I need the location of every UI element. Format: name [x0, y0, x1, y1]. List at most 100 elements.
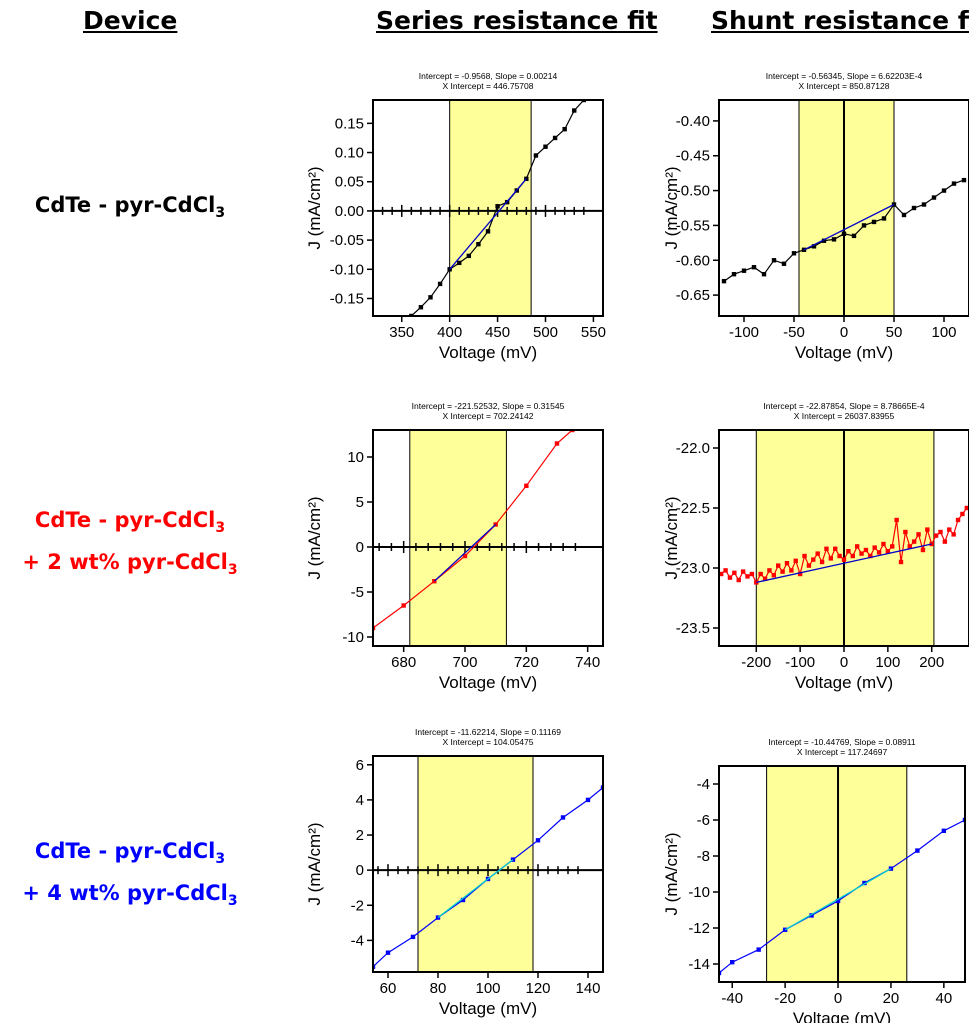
chart-2-point-10 — [821, 238, 827, 243]
chart-2-fit-text-2: X Intercept = 850.87128 — [799, 81, 890, 91]
chart-2-data-group — [721, 177, 967, 284]
chart-2-ytick-label: -0.65 — [676, 287, 710, 304]
chart-4-point-23 — [819, 559, 825, 565]
chart-2-point-18 — [901, 212, 907, 218]
chart-1-xtick-label: 450 — [485, 324, 510, 341]
chart-3-xtick-label: 700 — [452, 654, 477, 671]
device-label-1: CdTe - pyr-CdCl3 — [0, 188, 260, 230]
chart-1-ytick-label: -0.10 — [330, 261, 364, 278]
device-label-2-line2: + 2 wt% pyr-CdCl3 — [22, 550, 238, 579]
chart-4-point-4 — [736, 577, 741, 583]
chart-2-point-6 — [781, 261, 787, 266]
chart-4-point-49 — [933, 533, 939, 538]
chart-1-point-7 — [476, 241, 481, 247]
chart-3-point-1 — [401, 603, 406, 608]
chart-3-xtick-label: 740 — [575, 654, 600, 671]
chart-4-point-19 — [802, 553, 807, 559]
chart-2-xtick-label: -100 — [729, 324, 759, 341]
chart-6-ytick-label: -6 — [697, 812, 710, 829]
chart-1-ytick-label: 0.10 — [335, 145, 364, 162]
chart-4-ytick-label: -22.0 — [676, 440, 710, 457]
chart-5-point-4 — [460, 897, 466, 903]
chart-1-point-13 — [533, 153, 539, 158]
chart-4-xlabel: Voltage (mV) — [795, 673, 893, 692]
chart-6-xtick-label: 20 — [883, 990, 900, 1007]
chart-4-point-15 — [784, 561, 790, 566]
chart-5-xtick-label: 60 — [380, 980, 397, 997]
chart-2-point-4 — [761, 271, 767, 277]
chart-6-ytick-label: -14 — [688, 956, 710, 973]
chart-5-point-9 — [585, 797, 591, 803]
chart-4-point-36 — [876, 550, 882, 555]
chart-6-ytick-label: -8 — [697, 848, 710, 865]
chart-4-point-31 — [854, 544, 860, 549]
chart-4-point-22 — [815, 551, 820, 556]
chart-2-point-16 — [881, 216, 887, 221]
chart-3-ylabel: J (mA/cm²) — [305, 496, 324, 579]
chart-3-fit-text-2: X Intercept = 702.24142 — [443, 411, 534, 421]
chart-4-point-21 — [811, 557, 816, 562]
chart-1-fit-text-1: Intercept = -0.9568, Slope = 0.00214 — [419, 71, 558, 81]
chart-3-ytick-label: 0 — [356, 539, 364, 556]
chart-2-point-3 — [751, 265, 757, 270]
chart-6-data-group — [719, 817, 965, 976]
chart-4-point-47 — [925, 527, 930, 532]
chart-4-point-42 — [903, 529, 908, 535]
chart-3-xlabel: Voltage (mV) — [439, 673, 537, 692]
chart-4-point-8 — [754, 580, 759, 585]
chart-2-xtick-label: 50 — [886, 324, 903, 341]
chart-5-point-6 — [510, 857, 516, 862]
device-label-2-line1: CdTe - pyr-CdCl3 — [34, 508, 226, 537]
chart-5-ylabel: J (mA/cm²) — [305, 822, 324, 905]
chart-2-point-5 — [771, 258, 777, 263]
chart-6-ytick-label: -12 — [688, 920, 710, 937]
chart-4-point-9 — [758, 571, 763, 577]
chart-2-point-24 — [961, 177, 967, 183]
shunt-fit-chart-3: Intercept = -10.44769, Slope = 0.08911X … — [662, 737, 966, 1023]
device-label-3-line1: CdTe - pyr-CdCl3 — [34, 839, 226, 868]
chart-3-point-2 — [432, 579, 437, 584]
chart-1-point-0 — [409, 313, 414, 316]
chart-3-ytick-label: -10 — [342, 629, 364, 646]
chart-6-point-5 — [835, 898, 841, 904]
chart-1-frame — [372, 99, 604, 317]
chart-2-point-11 — [831, 237, 837, 242]
chart-4-point-38 — [885, 549, 891, 554]
chart-1-point-17 — [572, 108, 577, 113]
chart-1-point-1 — [418, 305, 424, 310]
chart-2-point-0 — [721, 278, 727, 284]
chart-1-point-2 — [428, 295, 433, 300]
chart-3-frame — [372, 429, 604, 647]
chart-3-point-0 — [373, 625, 376, 631]
chart-4-point-56 — [964, 505, 969, 511]
chart-3-ytick-label: -5 — [351, 584, 364, 601]
chart-3-point-3 — [462, 553, 468, 559]
chart-4-ytick-label: -23.0 — [676, 560, 710, 577]
chart-6-xtick-label: -40 — [721, 990, 743, 1007]
chart-5-data-group — [373, 785, 603, 969]
chart-4-point-10 — [762, 576, 768, 581]
chart-5-point-2 — [410, 934, 416, 940]
chart-3-ytick-label: 5 — [356, 494, 364, 511]
chart-1-ytick-label: 0.00 — [335, 203, 364, 220]
chart-4-point-14 — [780, 569, 785, 574]
chart-3-fit-text-1: Intercept = -221.52532, Slope = 0.31545 — [412, 401, 565, 411]
shunt-resistance-header: Shunt resistance fit — [711, 6, 969, 35]
chart-5-ytick-label: -4 — [351, 932, 364, 949]
chart-4-data-group — [719, 505, 969, 585]
chart-4-point-33 — [863, 547, 869, 553]
chart-5-ytick-label: -2 — [351, 897, 364, 914]
chart-2-xlabel: Voltage (mV) — [795, 343, 893, 362]
chart-4-point-7 — [749, 571, 755, 577]
chart-6-xtick-label: 0 — [834, 990, 842, 1007]
chart-2-xtick-label: -50 — [783, 324, 805, 341]
chart-2-ytick-label: -0.40 — [676, 113, 710, 130]
chart-6-point-6 — [862, 880, 867, 886]
chart-1-fit-text-2: X Intercept = 446.75708 — [443, 81, 534, 91]
chart-1-ylabel: J (mA/cm²) — [305, 166, 324, 249]
chart-5-fit-range — [417, 755, 534, 973]
chart-4-point-2 — [727, 575, 733, 580]
chart-4-point-55 — [960, 511, 965, 517]
chart-4-ylabel: J (mA/cm²) — [662, 496, 681, 579]
